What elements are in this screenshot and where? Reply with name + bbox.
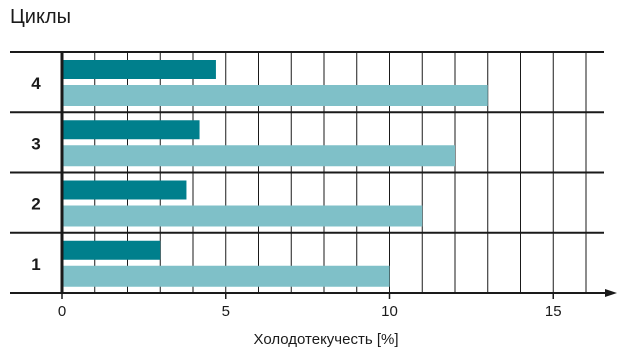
category-label: 2 <box>31 195 40 214</box>
bar-series2-1 <box>62 265 390 287</box>
x-tick-label: 5 <box>222 303 230 320</box>
bar-series1-4 <box>62 60 216 79</box>
category-label: 4 <box>31 74 41 93</box>
axes <box>10 52 617 299</box>
category-label: 3 <box>31 134 40 153</box>
bar-series2-4 <box>62 85 488 106</box>
category-label: 1 <box>31 255 40 274</box>
bar-series2-2 <box>62 205 423 227</box>
x-axis-arrow <box>605 289 617 297</box>
x-axis-title: Холодотекучесть [%] <box>253 331 398 348</box>
bar-series2-3 <box>62 145 455 167</box>
bar-series1-3 <box>62 120 200 140</box>
x-tick-label: 0 <box>58 303 66 320</box>
bar-series1-1 <box>62 240 161 260</box>
category-dividers <box>10 51 604 234</box>
chart-title: Циклы <box>10 6 71 28</box>
x-tick-label: 15 <box>545 303 562 320</box>
bars <box>62 60 488 287</box>
x-tick-label: 10 <box>381 303 398 320</box>
bar-series1-2 <box>62 180 187 200</box>
